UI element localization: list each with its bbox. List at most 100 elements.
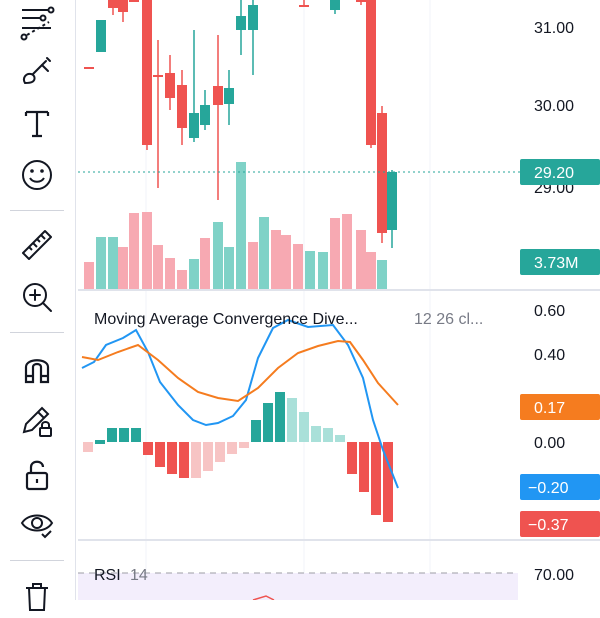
- histogram-bar: [371, 442, 381, 515]
- signal-value-badge: [520, 394, 600, 420]
- candle-body: [387, 172, 397, 230]
- candle-body: [165, 73, 175, 98]
- histogram-bar: [323, 428, 333, 442]
- rsi-title[interactable]: RSI: [94, 567, 121, 584]
- candle-body: [224, 88, 234, 104]
- volume-bar: [281, 235, 291, 290]
- text-tool-button[interactable]: [12, 100, 62, 146]
- histogram-bar: [155, 442, 165, 467]
- trash-icon: [26, 583, 48, 611]
- histogram-bar: [311, 426, 321, 442]
- unlock-icon: [25, 460, 49, 491]
- macd-title[interactable]: Moving Average Convergence Dive...: [94, 311, 358, 328]
- lock-all-tool-button[interactable]: [12, 452, 62, 498]
- price-axis-label: 31.00: [534, 20, 574, 37]
- histogram-value-badge: [520, 511, 600, 537]
- histogram-bar: [107, 428, 117, 442]
- histogram-bar: [347, 442, 357, 474]
- smiley-icon: [22, 160, 52, 190]
- candle-body: [299, 5, 309, 7]
- remove-tool-button[interactable]: [12, 572, 62, 618]
- zoom-in-icon: [23, 283, 52, 312]
- rsi-line: [252, 595, 275, 600]
- histogram-bar: [143, 442, 153, 455]
- volume-bar: [108, 237, 118, 290]
- volume-bar: [96, 237, 106, 290]
- volume-bar: [153, 245, 163, 290]
- volume-bar: [118, 247, 128, 290]
- histogram-bar: [131, 428, 141, 442]
- signal-line: [81, 339, 399, 406]
- candle-body: [129, 0, 139, 2]
- volume-bars: [84, 162, 387, 290]
- volume-bar: [259, 217, 269, 290]
- candle-body: [213, 86, 223, 105]
- volume-bar: [293, 244, 303, 290]
- zoom-tool-button[interactable]: [12, 274, 62, 320]
- volume-bar: [271, 230, 281, 290]
- volume-bar: [248, 242, 258, 290]
- volume-bar: [356, 230, 366, 290]
- histogram-bar: [95, 440, 105, 444]
- histogram-bar: [83, 442, 93, 452]
- brush-tool-button[interactable]: [12, 48, 62, 94]
- histogram-bar: [203, 442, 213, 471]
- volume-bar: [142, 212, 152, 290]
- histogram-bar: [335, 435, 345, 442]
- volume-badge: [520, 249, 600, 275]
- emoji-tool-button[interactable]: [12, 152, 62, 198]
- lock-drawing-tool-button[interactable]: [12, 398, 62, 444]
- candle-body: [356, 0, 366, 2]
- histogram-bar: [263, 403, 273, 442]
- rsi-axis-label: 70.00: [534, 567, 574, 584]
- volume-bar: [213, 222, 223, 290]
- histogram-bar: [275, 392, 285, 442]
- rsi-params: 14: [130, 567, 148, 584]
- pattern-icon: [20, 6, 55, 41]
- ruler-icon: [22, 230, 52, 260]
- candlestick-series[interactable]: [84, 0, 397, 248]
- volume-bar: [305, 251, 315, 290]
- text-icon: [24, 110, 50, 138]
- volume-bar: [342, 214, 352, 290]
- histogram-value: −0.37: [528, 517, 569, 534]
- measure-tool-button[interactable]: [12, 222, 62, 268]
- last-price-value: 29.20: [534, 165, 574, 182]
- drawing-toolbar: [0, 0, 76, 611]
- candle-body: [236, 16, 246, 30]
- histogram-bar: [215, 442, 225, 462]
- histogram-bar: [287, 398, 297, 442]
- macd-axis-label: 0.60: [534, 303, 565, 320]
- candle-body: [366, 0, 376, 145]
- rsi-band: [78, 573, 518, 600]
- visibility-tool-button[interactable]: [12, 500, 62, 546]
- volume-bar: [200, 238, 210, 290]
- volume-bar: [236, 162, 246, 290]
- histogram-bar: [119, 428, 129, 442]
- volume-bar: [189, 259, 199, 290]
- chart-canvas[interactable]: Moving Average Convergence Dive... 12 26…: [78, 0, 600, 600]
- volume-bar: [330, 218, 340, 290]
- last-price-badge: [520, 159, 600, 185]
- volume-value: 3.73M: [534, 255, 578, 272]
- magnet-icon: [24, 359, 50, 384]
- eye-icon: [20, 514, 54, 539]
- candle-body: [189, 113, 199, 138]
- histogram-bar: [383, 442, 393, 522]
- volume-bar: [84, 262, 94, 290]
- magnet-tool-button[interactable]: [12, 346, 62, 392]
- macd-params: 12 26 cl...: [414, 311, 483, 328]
- macd-value: −0.20: [528, 480, 569, 497]
- macd-axis-label: 0.00: [534, 435, 565, 452]
- macd-value-badge: [520, 474, 600, 500]
- chart-area[interactable]: Moving Average Convergence Dive... 12 26…: [78, 0, 600, 600]
- volume-bar: [129, 213, 139, 290]
- volume-bar: [177, 270, 187, 290]
- candle-body: [142, 0, 152, 145]
- volume-bar: [165, 258, 175, 290]
- histogram-bar: [191, 442, 201, 478]
- signal-value: 0.17: [534, 400, 565, 417]
- candle-body: [153, 75, 163, 77]
- candle-body: [330, 0, 340, 10]
- trend-line-tool-button[interactable]: [12, 0, 62, 46]
